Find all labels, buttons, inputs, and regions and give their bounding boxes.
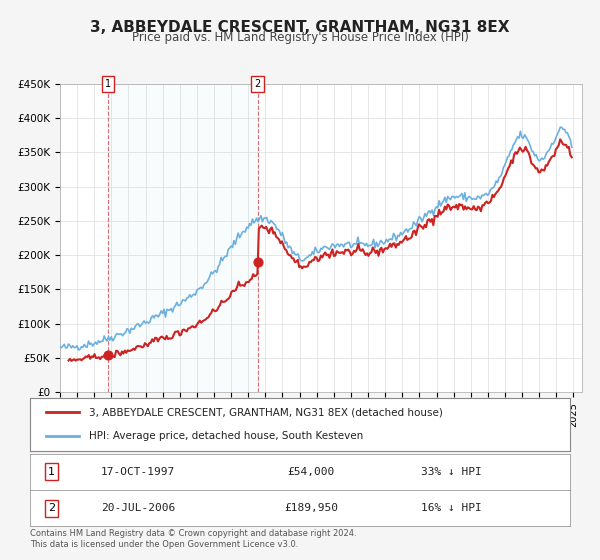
Text: 2: 2 <box>48 503 55 513</box>
Text: 1: 1 <box>104 79 111 89</box>
Bar <box>108 84 257 392</box>
Text: Price paid vs. HM Land Registry's House Price Index (HPI): Price paid vs. HM Land Registry's House … <box>131 31 469 44</box>
Text: 2: 2 <box>254 79 260 89</box>
Text: 20-JUL-2006: 20-JUL-2006 <box>101 503 175 513</box>
Text: 3, ABBEYDALE CRESCENT, GRANTHAM, NG31 8EX: 3, ABBEYDALE CRESCENT, GRANTHAM, NG31 8E… <box>90 20 510 35</box>
Text: HPI: Average price, detached house, South Kesteven: HPI: Average price, detached house, Sout… <box>89 431 364 441</box>
Text: 3, ABBEYDALE CRESCENT, GRANTHAM, NG31 8EX (detached house): 3, ABBEYDALE CRESCENT, GRANTHAM, NG31 8E… <box>89 408 443 418</box>
Text: 16% ↓ HPI: 16% ↓ HPI <box>421 503 482 513</box>
Point <box>253 258 262 267</box>
Text: Contains HM Land Registry data © Crown copyright and database right 2024.
This d: Contains HM Land Registry data © Crown c… <box>30 529 356 549</box>
Point <box>103 351 113 360</box>
Text: £54,000: £54,000 <box>287 467 334 477</box>
Text: £189,950: £189,950 <box>284 503 338 513</box>
Text: 17-OCT-1997: 17-OCT-1997 <box>101 467 175 477</box>
Text: 33% ↓ HPI: 33% ↓ HPI <box>421 467 482 477</box>
Text: 1: 1 <box>48 467 55 477</box>
